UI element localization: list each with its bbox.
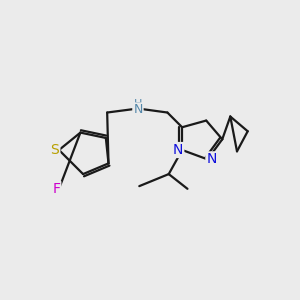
Text: F: F <box>52 182 60 196</box>
Text: N: N <box>133 103 142 116</box>
Text: N: N <box>173 143 183 157</box>
Text: N: N <box>206 152 217 167</box>
Text: S: S <box>51 143 59 157</box>
Text: H: H <box>134 100 142 110</box>
